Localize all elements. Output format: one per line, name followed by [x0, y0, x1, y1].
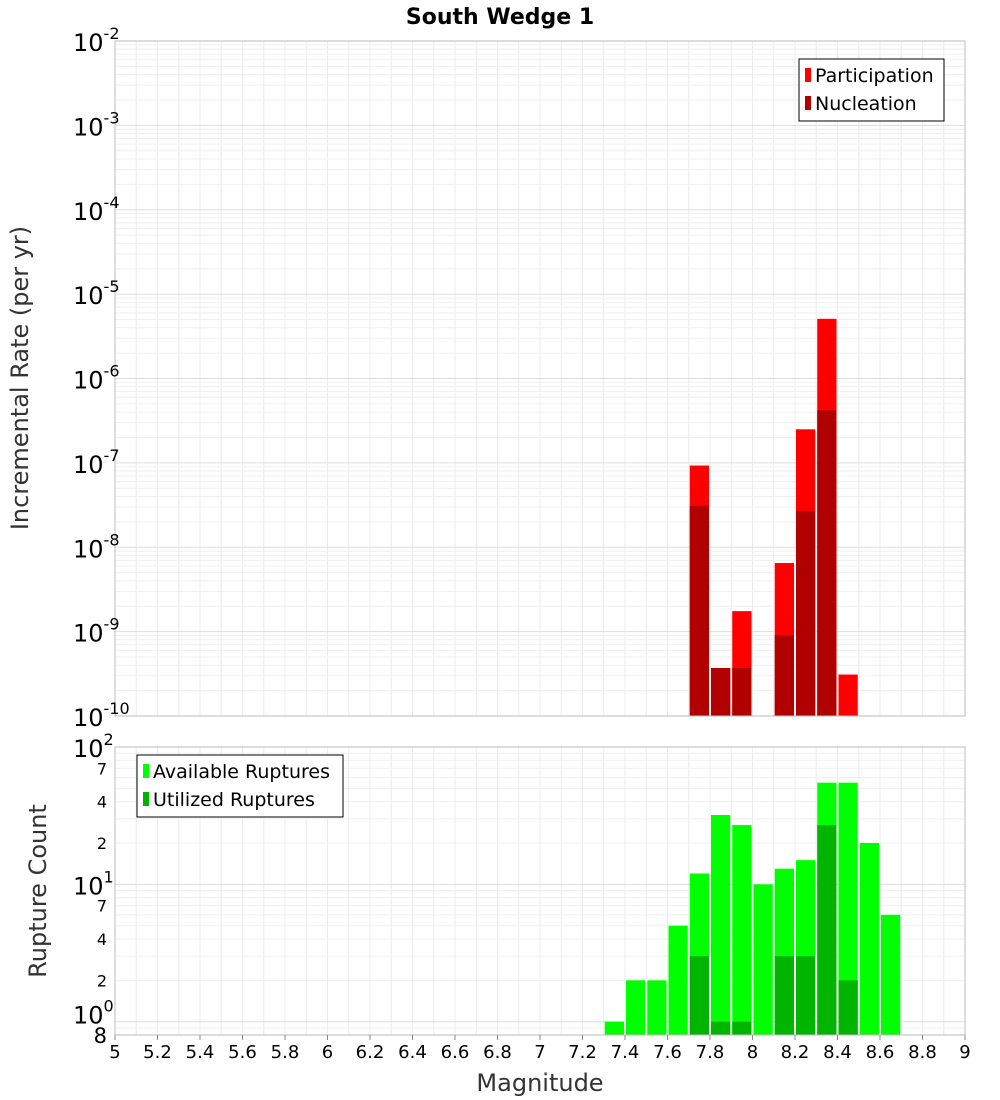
- utilized-bar: [838, 980, 858, 1035]
- available-bar: [647, 980, 667, 1035]
- top-y-tick: 10-4: [73, 193, 120, 226]
- top-legend-label: Participation: [815, 65, 934, 87]
- available-bar: [859, 843, 879, 1035]
- x-tick-label: 9: [959, 1042, 970, 1063]
- bottom-y-axis-label: Rupture Count: [24, 804, 52, 978]
- x-tick-label: 5.4: [186, 1042, 215, 1063]
- top-y-tick: 10-7: [73, 446, 120, 479]
- x-tick-label: 6: [322, 1042, 333, 1063]
- top-y-tick: 10-10: [73, 699, 130, 732]
- utilized-bar: [817, 825, 837, 1035]
- bottom-y-tick: 100: [73, 997, 114, 1030]
- chart-title: South Wedge 1: [406, 5, 594, 30]
- bottom-y-tick: 101: [73, 867, 114, 900]
- available-bar: [753, 884, 773, 1035]
- top-y-axis-label: Incremental Rate (per yr): [6, 226, 34, 530]
- x-tick-label: 8: [747, 1042, 758, 1063]
- top-y-tick: 10-5: [73, 277, 120, 310]
- bottom-legend: [136, 754, 344, 818]
- bottom-y-minor-tick: 7: [97, 759, 107, 778]
- bottom-y-minor-tick: 2: [97, 834, 107, 853]
- available-bar: [626, 980, 646, 1035]
- utilized-bar: [711, 1021, 731, 1035]
- x-tick-label: 5.2: [143, 1042, 172, 1063]
- top-legend-swatch: [805, 68, 811, 82]
- available-bar: [881, 914, 901, 1035]
- nucleation-bar: [689, 505, 709, 716]
- nucleation-bar: [732, 668, 752, 716]
- x-axis-ticks: 5 5.2 5.4 5.6 5.8 6 6.2 6.4 6.6 6.8 7 7.2 7.4 7.6 7.8 8…: [109, 1035, 971, 1063]
- bottom-y-minor-tick: 7: [97, 897, 107, 916]
- nucleation-bar: [796, 510, 816, 716]
- x-tick-label: 6.8: [483, 1042, 512, 1063]
- x-tick-label: 5: [109, 1042, 120, 1063]
- top-y-tick: 10-8: [73, 530, 120, 563]
- top-legend: [798, 58, 945, 122]
- x-tick-label: 5.6: [228, 1042, 257, 1063]
- available-bar: [604, 1021, 624, 1035]
- x-tick-label: 6.2: [356, 1042, 385, 1063]
- top-y-tick: 10-9: [73, 615, 120, 648]
- bottom-legend-swatch: [143, 792, 149, 806]
- x-axis-label: Magnitude: [476, 1069, 603, 1097]
- utilized-bar: [689, 956, 709, 1035]
- available-bar: [711, 814, 731, 1035]
- utilized-bar: [796, 956, 816, 1035]
- x-tick-label: 6.6: [441, 1042, 470, 1063]
- bottom-y-minor-tick: 8: [94, 1024, 107, 1048]
- top-frame: [114, 40, 966, 717]
- bottom-legend-swatch: [143, 764, 149, 778]
- top-legend-label: Nucleation: [815, 93, 917, 115]
- utilized-bar: [732, 1021, 752, 1035]
- bottom-y-tick: 102: [73, 730, 114, 763]
- bottom-legend-label: Available Ruptures: [153, 761, 330, 783]
- x-tick-label: 8.6: [866, 1042, 895, 1063]
- nucleation-bar: [711, 668, 731, 716]
- top-legend-swatch: [805, 96, 811, 110]
- x-tick-label: 8.2: [781, 1042, 810, 1063]
- x-tick-label: 8.8: [908, 1042, 937, 1063]
- x-tick-label: 7.6: [653, 1042, 682, 1063]
- x-tick-label: 7.8: [696, 1042, 725, 1063]
- available-bar: [838, 782, 858, 1035]
- x-tick-label: 7.2: [568, 1042, 597, 1063]
- nucleation-bar: [817, 410, 837, 716]
- x-tick-label: 8.4: [823, 1042, 852, 1063]
- available-bar: [732, 825, 752, 1035]
- available-bar: [668, 925, 688, 1035]
- top-y-tick: 10-2: [73, 24, 120, 57]
- bottom-legend-label: Utilized Ruptures: [153, 789, 315, 811]
- x-tick-label: 5.8: [271, 1042, 300, 1063]
- top-plot-area: Participation Nucleation 10-2 10-3 10-4 10-5 1…: [73, 24, 966, 732]
- bottom-plot-area: Available Ruptures Utilized Ruptures 102 10…: [73, 730, 966, 1048]
- participation-bar: [838, 674, 858, 716]
- utilized-bar: [774, 956, 794, 1035]
- nucleation-bar: [774, 635, 794, 716]
- x-tick-label: 6.4: [398, 1042, 427, 1063]
- top-y-tick: 10-6: [73, 362, 120, 395]
- top-y-tick: 10-3: [73, 108, 120, 141]
- bottom-y-minor-tick: 4: [97, 793, 107, 812]
- bottom-y-minor-tick: 4: [97, 930, 107, 949]
- x-tick-label: 7: [534, 1042, 545, 1063]
- x-tick-label: 7.4: [611, 1042, 640, 1063]
- bottom-y-minor-tick: 2: [97, 971, 107, 990]
